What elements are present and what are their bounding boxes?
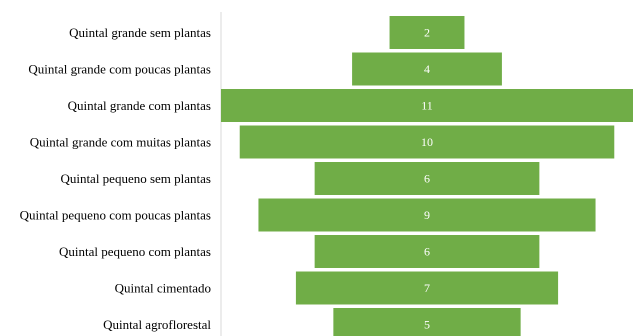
labels-layer: 2 Quintal grande sem plantas 4 Quintal gran… xyxy=(20,25,433,332)
bar-2 xyxy=(352,52,502,86)
bar-1 xyxy=(389,16,465,49)
data-label-6: 9 xyxy=(424,208,430,222)
bar-5 xyxy=(314,162,540,195)
category-label-5: Quintal pequeno sem plantas xyxy=(60,171,211,186)
data-label-5: 6 xyxy=(424,172,430,186)
category-label-7: Quintal pequeno com plantas xyxy=(59,244,211,259)
data-label-7: 6 xyxy=(424,245,430,259)
data-label-8: 7 xyxy=(424,281,430,295)
bar-8 xyxy=(295,271,559,305)
category-label-2: Quintal grande com poucas plantas xyxy=(28,62,211,77)
data-label-4: 10 xyxy=(421,135,433,149)
category-label-3: Quintal grande com plantas xyxy=(68,98,211,113)
bar-9 xyxy=(333,308,521,336)
bar-4 xyxy=(239,125,615,159)
category-label-6: Quintal pequeno com poucas plantas xyxy=(20,208,211,223)
bar-3 xyxy=(221,89,633,122)
category-label-8: Quintal cimentado xyxy=(115,281,211,296)
data-label-9: 5 xyxy=(424,318,430,332)
bar-6 xyxy=(258,198,596,232)
category-label-9: Quintal agroflorestal xyxy=(103,317,211,332)
data-label-1: 2 xyxy=(424,26,430,40)
bar-7 xyxy=(314,235,540,268)
bars-layer xyxy=(221,16,633,336)
category-label-4: Quintal grande com muitas plantas xyxy=(30,135,211,150)
data-label-3: 11 xyxy=(421,99,433,113)
data-label-2: 4 xyxy=(424,62,430,76)
category-label-1: Quintal grande sem plantas xyxy=(69,25,211,40)
